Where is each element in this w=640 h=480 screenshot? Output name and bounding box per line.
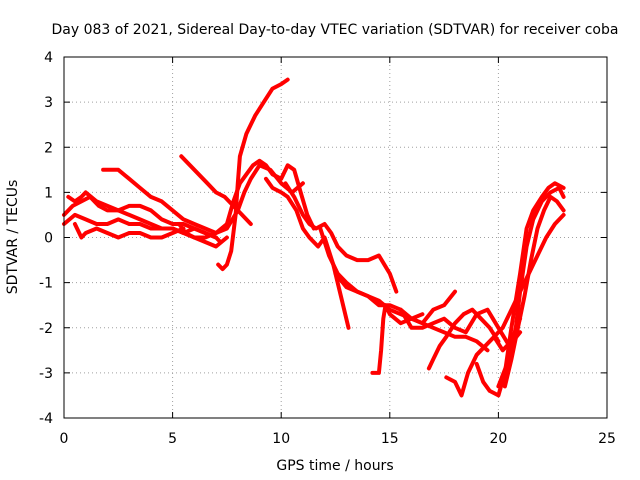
x-tick-label: 15	[381, 431, 399, 447]
y-tick-label: 2	[44, 140, 53, 156]
x-tick-label: 10	[272, 431, 290, 447]
x-tick-labels: 0 5 10 15 20 25	[60, 431, 616, 447]
data-series-trace	[72, 222, 186, 240]
y-tick-label: -1	[39, 276, 53, 292]
data-series-trace	[224, 158, 316, 231]
y-tick-label: 1	[44, 185, 53, 201]
data-series-trace	[474, 181, 566, 398]
y-tick-labels: -4 -3 -2 -1 0 1 2 3 4	[39, 50, 53, 427]
data-series-trace	[179, 154, 253, 226]
data-series-trace	[318, 226, 490, 353]
chart-title: Day 083 of 2021, Sidereal Day-to-day VTE…	[52, 22, 619, 38]
data-series-trace	[216, 77, 290, 272]
plot-frame	[63, 56, 608, 419]
data-series-trace	[264, 176, 351, 330]
x-tick-label: 25	[598, 431, 616, 447]
data-series-trace	[370, 303, 425, 375]
x-tick-label: 0	[60, 431, 69, 447]
data-series	[62, 77, 566, 398]
data-series-trace	[62, 212, 218, 240]
data-series-trace	[426, 307, 501, 371]
data-series-trace	[496, 185, 566, 389]
data-series-trace	[502, 194, 566, 389]
y-tick-label: -3	[39, 366, 53, 382]
y-axis-label: SDTVAR / TECUs	[5, 180, 21, 295]
x-tick-label: 20	[489, 431, 507, 447]
y-tick-label: 0	[44, 231, 53, 247]
data-series-trace	[492, 212, 566, 339]
y-tick-label: 3	[44, 95, 53, 111]
data-series-trace	[177, 163, 305, 240]
x-axis-label: GPS time / hours	[276, 458, 393, 474]
data-series-trace	[333, 271, 457, 326]
data-series-trace	[283, 181, 399, 294]
data-series-trace	[101, 167, 229, 235]
y-tick-label: -4	[39, 411, 53, 427]
y-tick-label: -2	[39, 321, 53, 337]
x-tick-label: 5	[168, 431, 177, 447]
y-tick-label: 4	[44, 50, 53, 66]
